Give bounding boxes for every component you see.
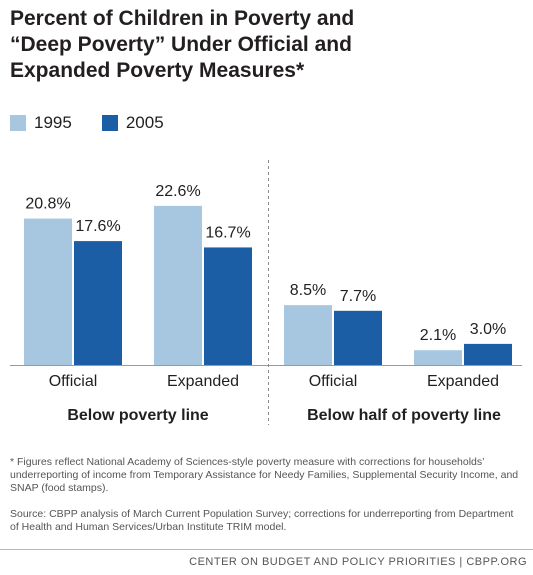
category-label-1: Expanded bbox=[167, 373, 239, 390]
group-label-1: Below half of poverty line bbox=[307, 407, 501, 424]
bar-2005-3 bbox=[464, 343, 512, 365]
bar-2005-2 bbox=[334, 310, 382, 365]
data-label-2005-3: 3.0% bbox=[470, 321, 506, 338]
legend-swatch-2005 bbox=[101, 115, 118, 131]
legend: 1995 2005 bbox=[10, 113, 194, 133]
category-label-3: Expanded bbox=[427, 373, 499, 390]
source-note: Source: CBPP analysis of March Current P… bbox=[10, 508, 514, 533]
credit-text: CENTER ON BUDGET AND POLICY PRIORITIES |… bbox=[189, 556, 527, 568]
legend-label-2005: 2005 bbox=[125, 113, 164, 132]
bar-2005-1 bbox=[204, 247, 252, 365]
bar-1995-2 bbox=[284, 305, 332, 365]
data-label-2005-2: 7.7% bbox=[340, 288, 376, 305]
data-label-2005-1: 16.7% bbox=[205, 224, 250, 241]
category-label-2: Official bbox=[309, 373, 358, 390]
data-label-1995-2: 8.5% bbox=[290, 282, 326, 299]
bar-1995-1 bbox=[154, 205, 202, 365]
bar-1995-0 bbox=[24, 218, 72, 365]
bar-2005-0 bbox=[74, 241, 122, 365]
bar-1995-3 bbox=[414, 350, 462, 365]
bar-chart: 20.8% 22.6% 8.5% 2.1% 17.6% 16.7% 7.7% 3.0% Offi… bbox=[10, 160, 522, 425]
data-label-2005-0: 17.6% bbox=[75, 218, 120, 235]
footnote: * Figures reflect National Academy of Sc… bbox=[10, 456, 519, 494]
legend-item-2005: 2005 bbox=[101, 113, 164, 133]
group-label-0: Below poverty line bbox=[67, 407, 208, 424]
legend-label-1995: 1995 bbox=[34, 113, 72, 132]
data-label-1995-3: 2.1% bbox=[420, 327, 456, 344]
legend-item-1995: 1995 bbox=[10, 113, 72, 133]
footer-divider bbox=[0, 549, 533, 550]
data-label-1995-0: 20.8% bbox=[25, 196, 70, 213]
category-label-0: Official bbox=[49, 373, 98, 390]
legend-swatch-1995 bbox=[10, 115, 26, 131]
data-label-1995-1: 22.6% bbox=[155, 183, 200, 200]
chart-title: Percent of Children in Poverty and “Deep… bbox=[10, 7, 355, 82]
